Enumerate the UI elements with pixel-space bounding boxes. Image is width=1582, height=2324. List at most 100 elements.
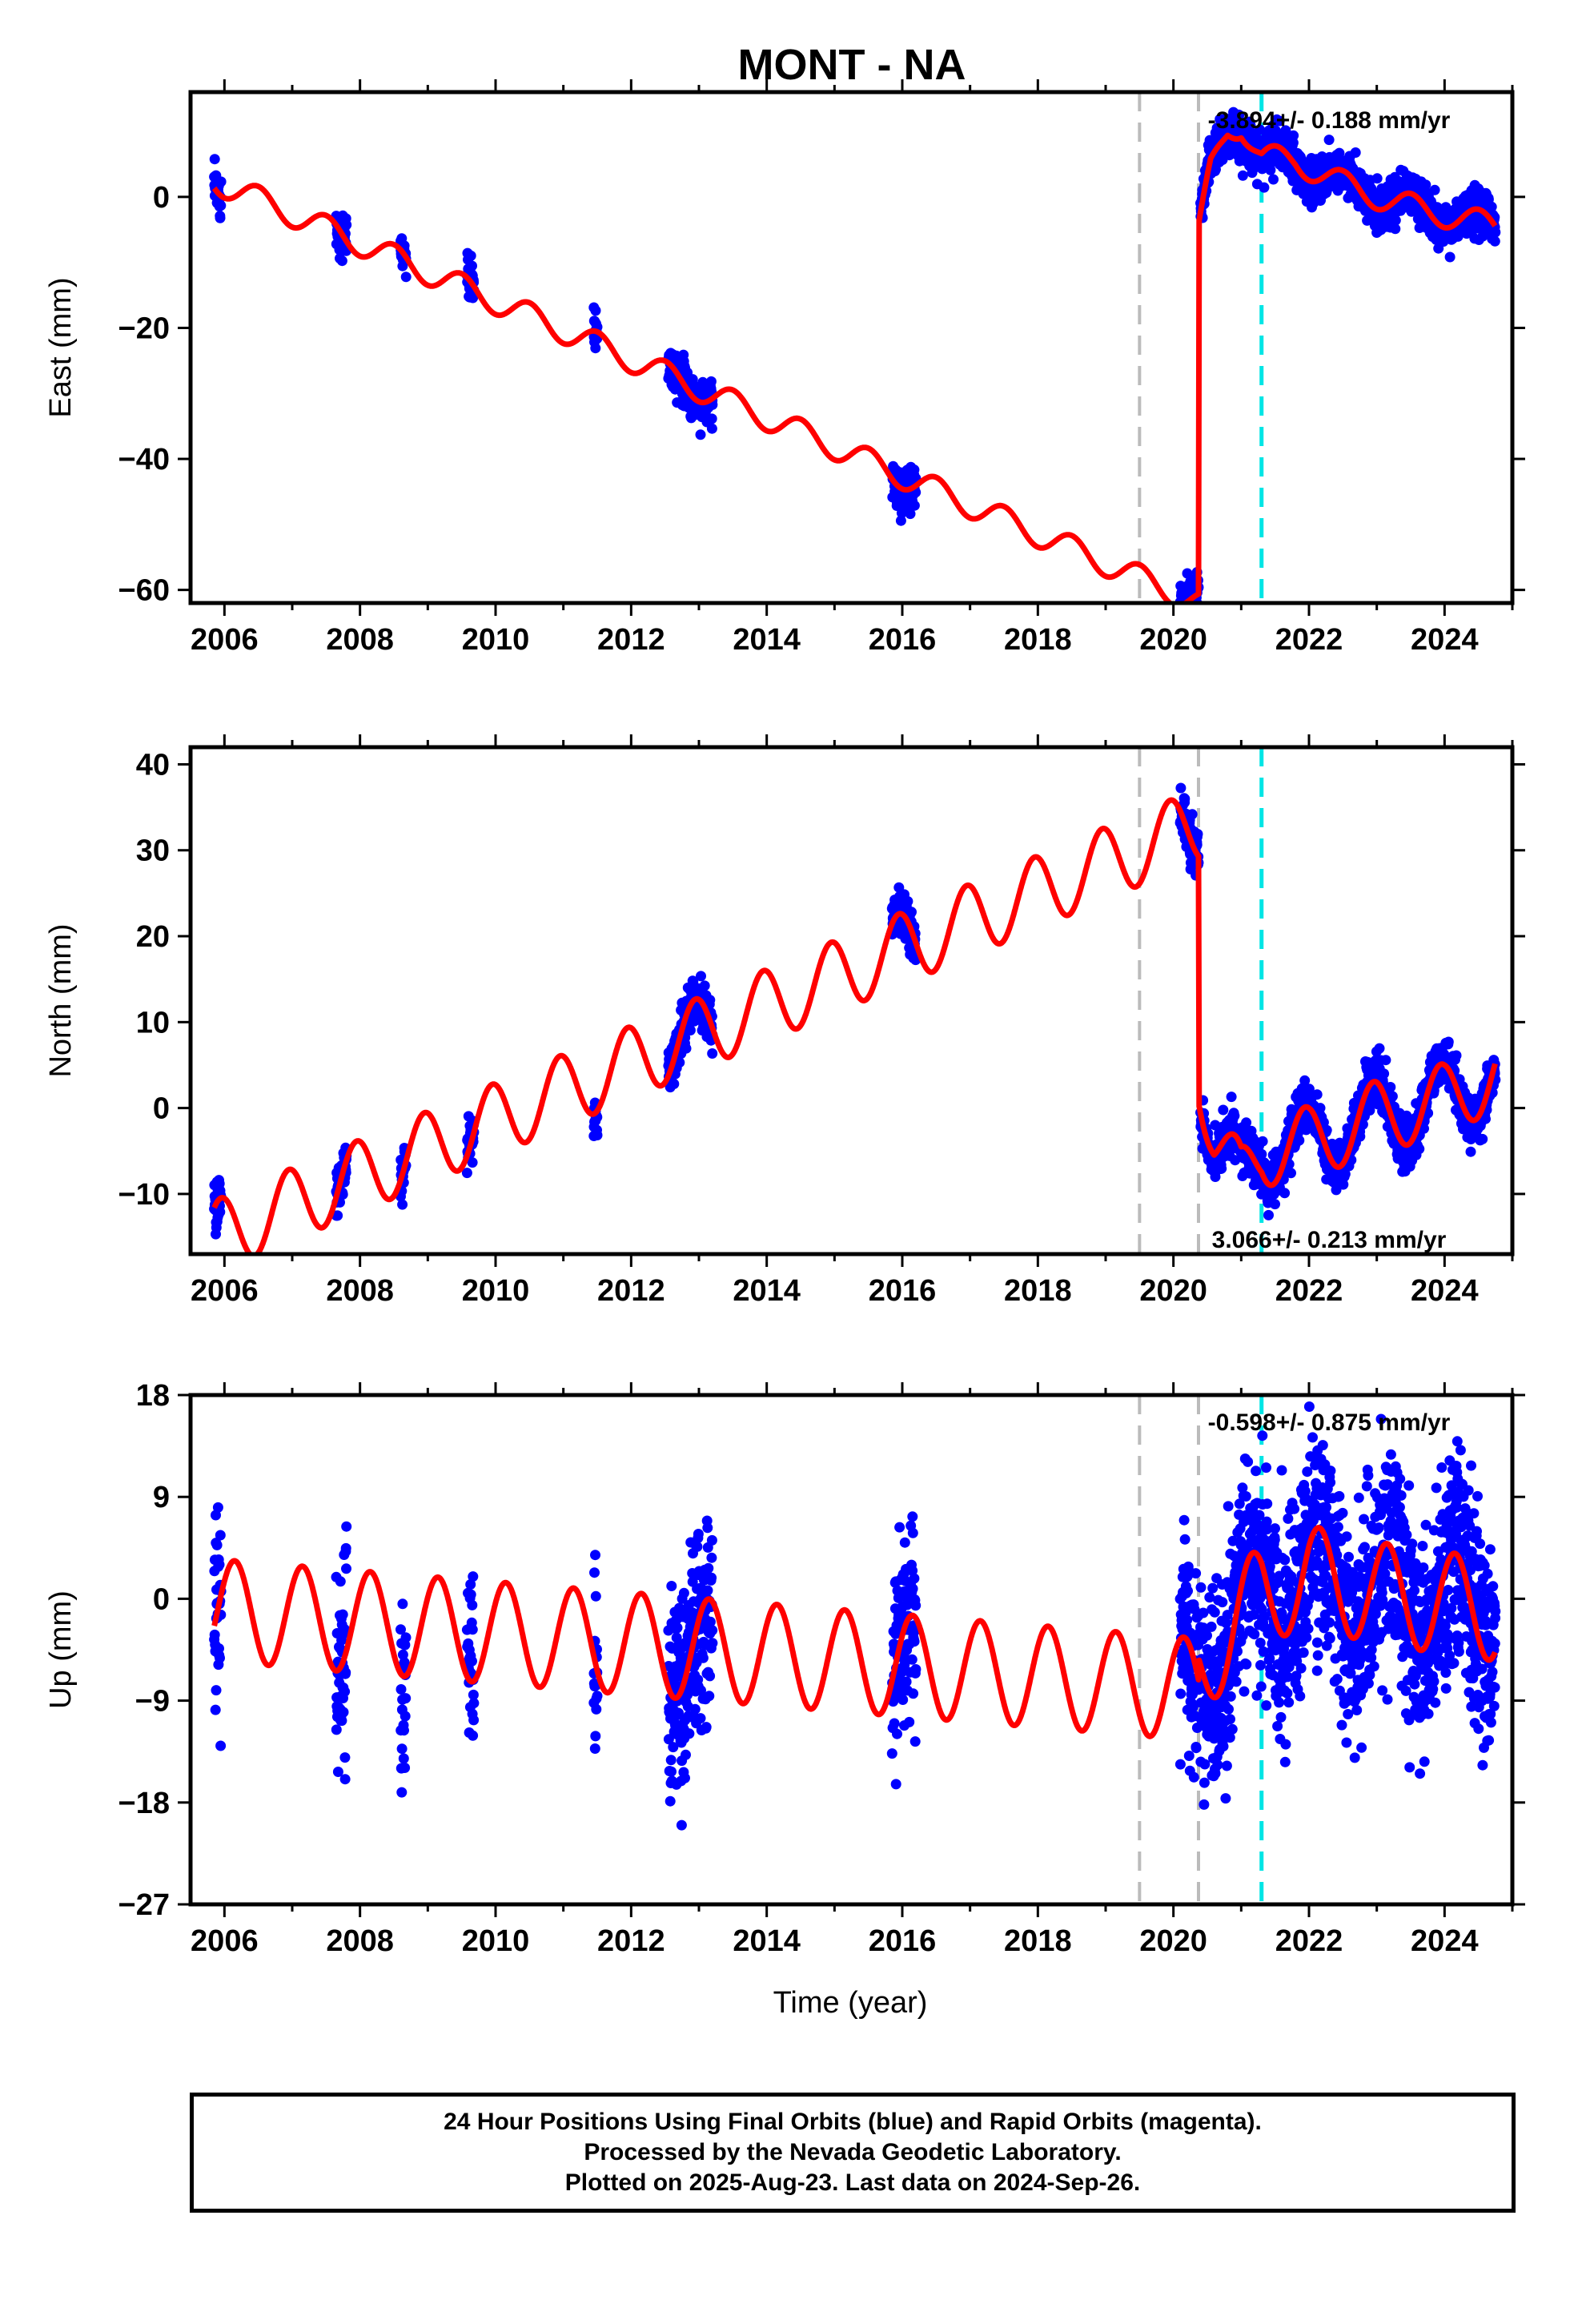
data-point <box>705 376 717 387</box>
y-axis-label: East (mm) <box>44 277 78 417</box>
x-tick-label: 2010 <box>462 1274 530 1308</box>
data-point <box>1183 1751 1195 1761</box>
data-point <box>1387 1091 1398 1102</box>
data-point <box>706 1572 717 1583</box>
data-point <box>669 1079 680 1089</box>
data-point <box>905 509 916 520</box>
data-point <box>1263 1209 1274 1220</box>
x-tick-label: 2018 <box>1004 623 1072 657</box>
x-tick-label: 2008 <box>326 1274 394 1308</box>
data-point <box>1184 613 1195 624</box>
data-point <box>1199 1759 1211 1770</box>
data-point <box>211 1685 222 1696</box>
data-point <box>906 1654 917 1665</box>
data-point <box>1237 170 1248 181</box>
y-tick-label: −60 <box>118 574 170 608</box>
data-point <box>1414 1144 1425 1155</box>
data-point <box>1176 605 1186 615</box>
data-point <box>1323 135 1335 146</box>
data-point <box>678 1587 689 1598</box>
data-point <box>211 1539 223 1550</box>
data-point <box>338 1707 349 1718</box>
data-point <box>341 1563 351 1574</box>
data-point <box>1270 1199 1280 1210</box>
data-point <box>1451 1050 1462 1061</box>
data-point <box>396 1787 408 1798</box>
data-point <box>1220 1793 1231 1804</box>
data-point <box>904 1716 915 1727</box>
data-point <box>341 219 352 231</box>
data-point <box>590 1550 600 1561</box>
x-tick-label: 2018 <box>1004 1274 1072 1308</box>
data-point <box>341 1521 352 1532</box>
data-point <box>689 1703 701 1715</box>
data-point <box>910 1664 921 1675</box>
data-point <box>215 176 227 187</box>
data-point <box>1199 1777 1210 1788</box>
data-point <box>909 500 920 511</box>
x-tick-label: 2006 <box>191 1274 259 1308</box>
data-point <box>1186 809 1198 820</box>
data-point <box>1390 215 1401 226</box>
data-point <box>894 1522 905 1533</box>
data-point <box>902 896 913 907</box>
data-point <box>695 1713 706 1724</box>
data-point <box>396 1684 407 1695</box>
data-point <box>706 413 717 424</box>
velocity-rate-label: -3.894+/- 0.188 mm/yr <box>1208 107 1451 134</box>
data-point <box>909 1736 921 1747</box>
x-tick-label: 2010 <box>462 623 530 657</box>
data-point <box>695 429 706 440</box>
x-tick-label: 2012 <box>597 623 665 657</box>
data-point <box>1232 1646 1243 1657</box>
data-point <box>1229 1110 1240 1121</box>
data-point <box>899 1537 910 1548</box>
data-point <box>1385 1082 1396 1092</box>
x-tick-label: 2024 <box>1411 1274 1479 1308</box>
data-point <box>908 1688 919 1699</box>
data-point <box>707 1638 718 1649</box>
data-point <box>693 1529 704 1539</box>
x-tick-label: 2024 <box>1411 623 1479 657</box>
data-point <box>1274 115 1285 127</box>
y-tick-label: 0 <box>153 1092 170 1126</box>
data-point <box>465 250 476 261</box>
data-point <box>214 1559 225 1570</box>
data-point <box>1178 606 1188 617</box>
data-point <box>705 995 716 1006</box>
data-point <box>592 1691 603 1702</box>
data-point <box>400 1763 411 1773</box>
up-panel: 2006 2008 2010 2012 2014 2016 2018 2020 2022 2024… <box>44 1379 1525 1958</box>
data-point <box>331 1724 342 1735</box>
data-point <box>1379 1068 1390 1080</box>
data-point <box>467 260 477 271</box>
data-point <box>591 1703 602 1715</box>
data-point <box>702 1585 713 1596</box>
data-point <box>1181 608 1191 618</box>
data-point <box>215 1740 227 1751</box>
data-point <box>892 1728 902 1739</box>
data-point <box>1443 1036 1454 1047</box>
data-point <box>1287 137 1299 148</box>
y-tick-label: 30 <box>136 834 170 868</box>
data-point <box>1192 829 1203 839</box>
data-point <box>400 1711 411 1722</box>
data-point <box>895 515 906 526</box>
data-point <box>1241 1659 1252 1670</box>
data-point <box>906 907 917 918</box>
data-point <box>1286 1168 1296 1179</box>
data-point <box>400 1693 412 1704</box>
data-point <box>590 343 601 354</box>
data-point <box>699 980 710 991</box>
data-point <box>1227 1723 1238 1735</box>
data-point <box>1218 1104 1229 1116</box>
data-point <box>1182 1586 1193 1597</box>
data-point <box>1191 605 1201 616</box>
data-points <box>209 107 1501 624</box>
data-point <box>1231 1676 1242 1687</box>
data-point <box>1177 608 1187 618</box>
data-point <box>1268 174 1279 185</box>
data-point <box>1311 1089 1323 1100</box>
data-point <box>468 1698 480 1709</box>
data-point <box>399 1725 409 1736</box>
